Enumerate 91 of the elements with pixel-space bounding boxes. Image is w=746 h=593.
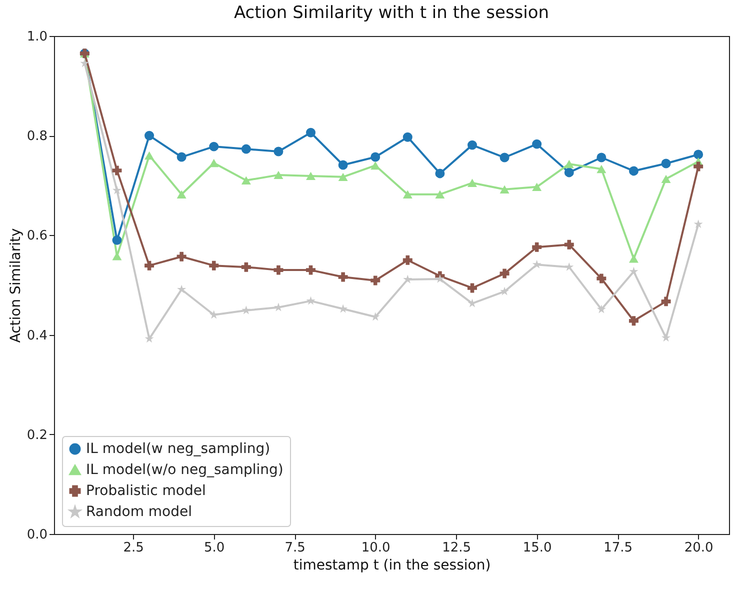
x-axis-title: timestamp t (in the session) [293,558,491,574]
point [500,152,510,162]
point [564,160,574,168]
point [370,276,380,286]
legend-label: IL model(w/o neg_sampling) [86,462,284,478]
point [596,274,606,284]
x-tick-label: 20.0 [684,540,714,556]
point [112,235,122,245]
point [532,242,542,252]
point [661,158,671,168]
y-axis-title: Action Similarity [8,228,24,343]
point [596,152,606,162]
x-tick-label: 10.0 [361,540,390,556]
point [435,168,445,178]
point [596,164,606,174]
point [628,316,638,326]
point [144,130,154,140]
point [435,190,445,198]
x-tick-label: 2.5 [123,540,144,556]
chart-title: Action Similarity with t in the session [234,3,550,23]
point [532,139,542,149]
point [468,140,477,150]
point [370,152,380,162]
point [209,310,218,319]
point [306,128,316,138]
point [241,144,251,154]
point [274,146,284,156]
point [628,166,638,176]
x-tick-label: 12.5 [442,540,472,556]
point [370,161,380,170]
point [241,176,251,185]
point [402,132,412,142]
point [500,286,510,296]
point [177,284,186,294]
point [564,168,574,178]
point [144,260,154,270]
point [144,151,154,160]
point [403,274,412,284]
point [306,265,316,275]
legend-label: Probalistic model [86,483,206,499]
point [242,306,251,314]
y-tick-label: 0.0 [26,528,48,542]
y-tick-label: 0.6 [26,228,48,244]
point [338,172,348,182]
point [694,162,704,172]
point [500,268,510,278]
x-tick-label: 7.5 [284,540,306,556]
point [402,190,412,198]
point [176,252,186,262]
point [80,58,90,68]
y-tick-label: 0.4 [26,328,48,344]
point [338,272,348,282]
point [241,262,251,272]
point [628,254,638,263]
point [661,296,671,306]
x-tick-label: 17.5 [604,540,633,556]
point [532,260,542,268]
legend-label: Random model [86,504,192,520]
point [468,178,477,188]
x-tick-label: 5.0 [204,540,225,556]
point [468,283,477,293]
x-tick-label: 15.0 [522,540,552,556]
point [306,296,316,305]
legend-label: IL model(w neg_sampling) [86,441,270,457]
y-tick-label: 0.8 [26,129,48,144]
point [402,255,412,265]
point [209,260,219,270]
point [596,304,606,314]
y-tick-label: 0.2 [26,428,48,443]
point [532,182,542,191]
point [500,185,510,194]
point [274,170,284,180]
point [338,160,348,170]
point [209,158,219,168]
point [112,166,122,176]
point [564,240,574,250]
point [176,152,186,162]
point [694,220,703,228]
point [112,186,122,194]
point [209,142,219,152]
point [435,274,444,283]
y-tick-label: 1.0 [26,30,48,44]
point [306,172,316,180]
point [662,333,671,342]
point [274,265,284,275]
point [144,334,154,343]
point [629,266,638,276]
point [564,262,574,271]
point [694,150,704,160]
point [176,190,186,198]
point [661,174,671,184]
